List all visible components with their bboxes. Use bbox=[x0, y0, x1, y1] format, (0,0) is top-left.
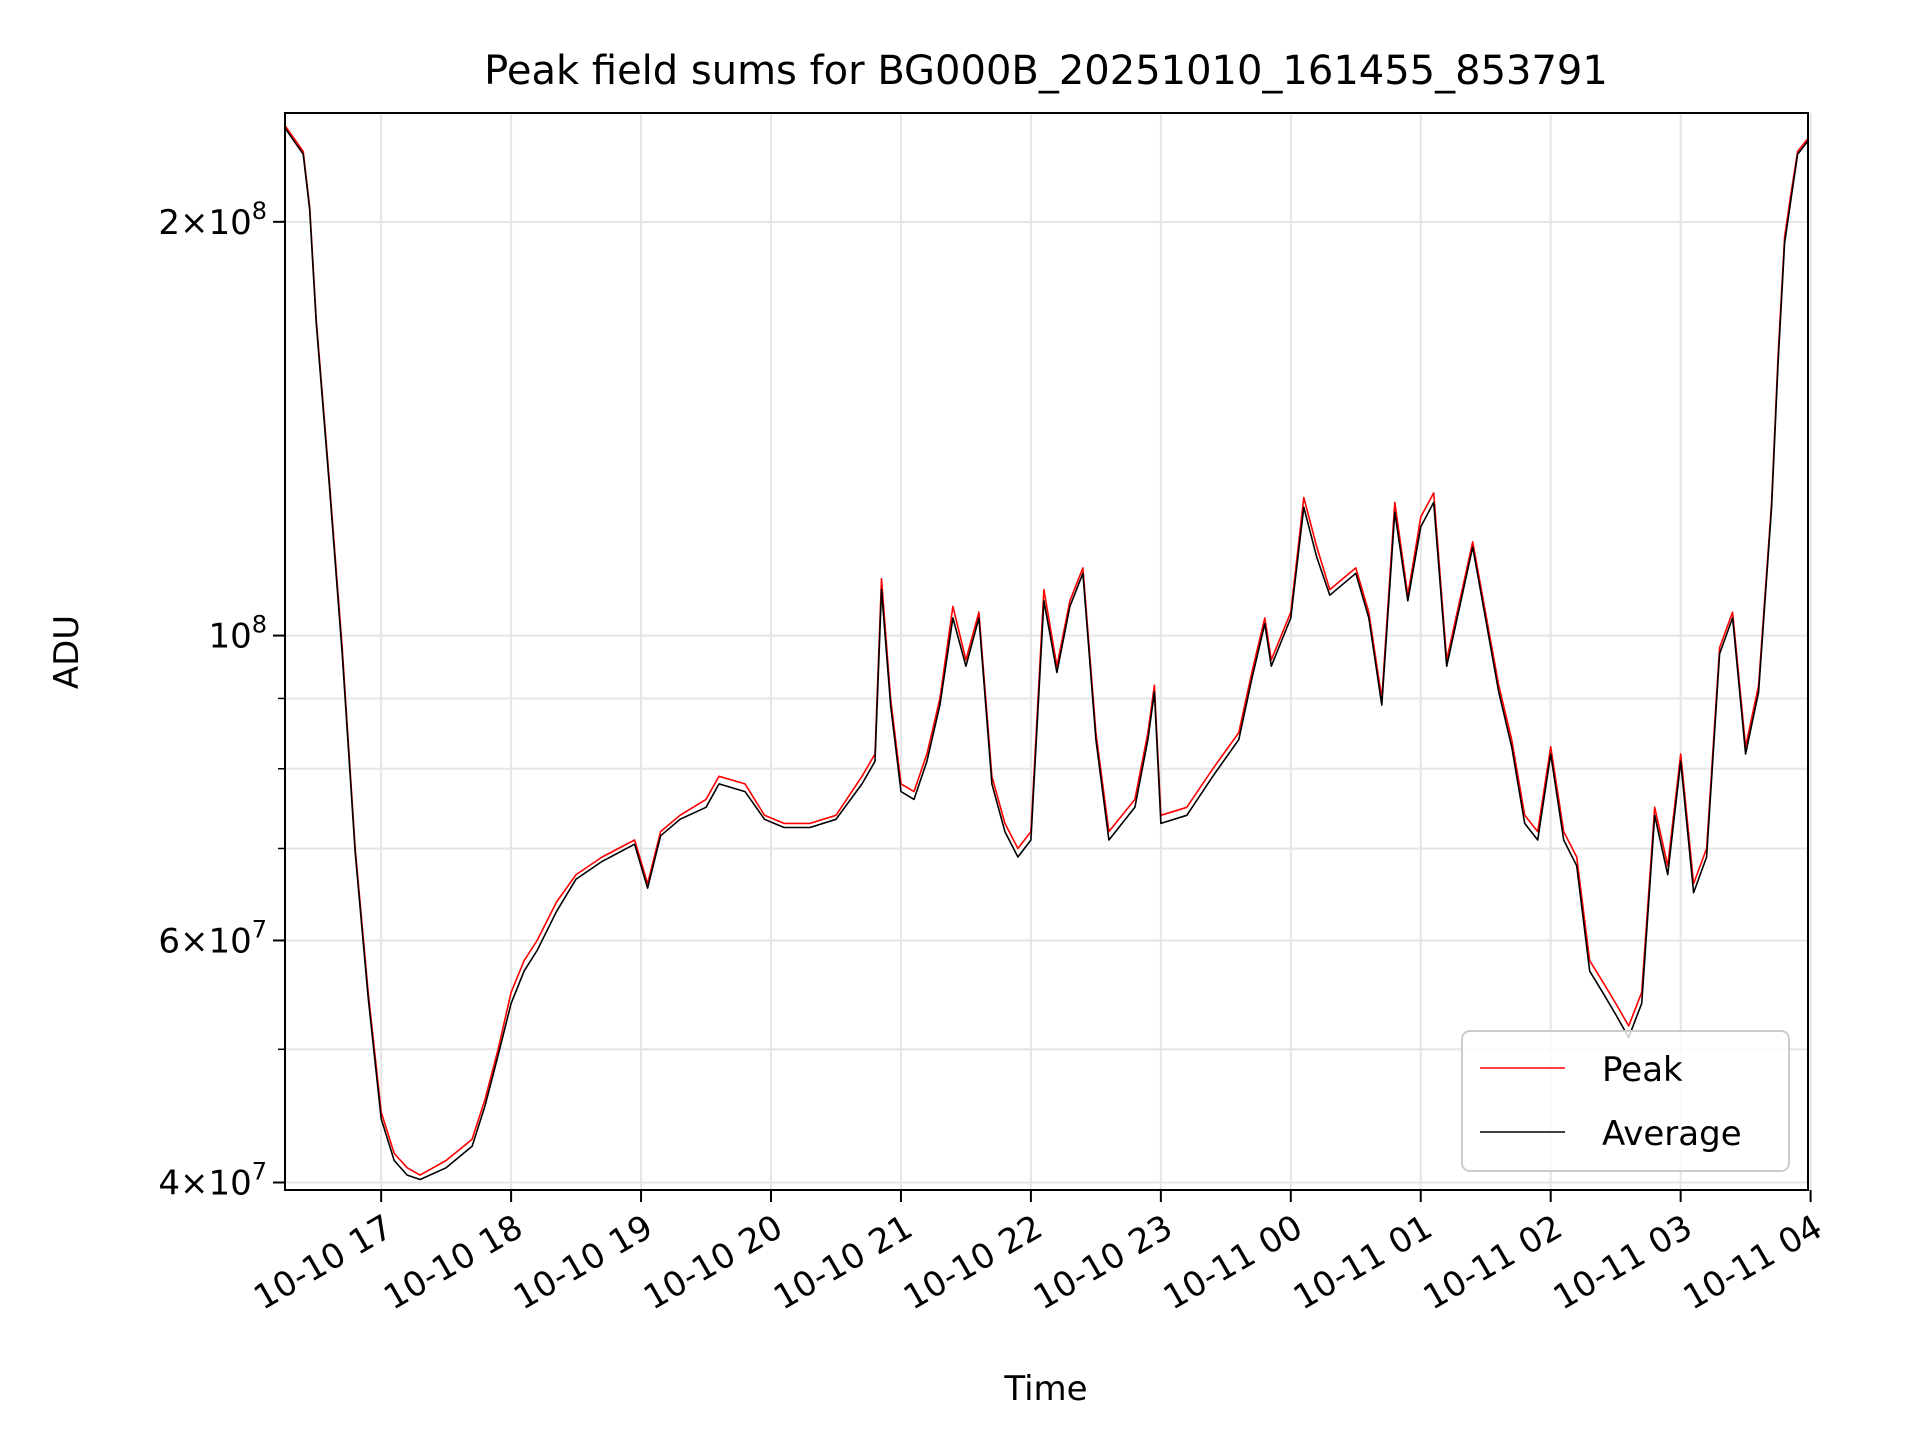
plot-frame bbox=[284, 112, 1809, 1191]
legend-label-average: Average bbox=[1602, 1114, 1742, 1154]
y-axis-label: ADU bbox=[47, 615, 87, 689]
chart-title: Peak field sums for BG000B_20251010_1614… bbox=[484, 48, 1608, 94]
series-line-average bbox=[284, 127, 1809, 1181]
y-tick-label: 6×107 bbox=[158, 915, 267, 961]
legend-label-peak: Peak bbox=[1602, 1050, 1683, 1090]
legend-box bbox=[1461, 1030, 1790, 1172]
y-axis: 4×107 6×107 108 2×108 bbox=[158, 197, 285, 1203]
grid bbox=[285, 113, 1812, 1190]
y-tick-label: 2×108 bbox=[158, 197, 267, 243]
legend: Peak Average bbox=[1461, 1030, 1790, 1172]
series-group bbox=[284, 125, 1809, 1181]
x-axis-label: Time bbox=[1003, 1369, 1087, 1409]
y-tick-label: 108 bbox=[208, 611, 267, 657]
y-tick-label: 4×107 bbox=[158, 1157, 267, 1203]
